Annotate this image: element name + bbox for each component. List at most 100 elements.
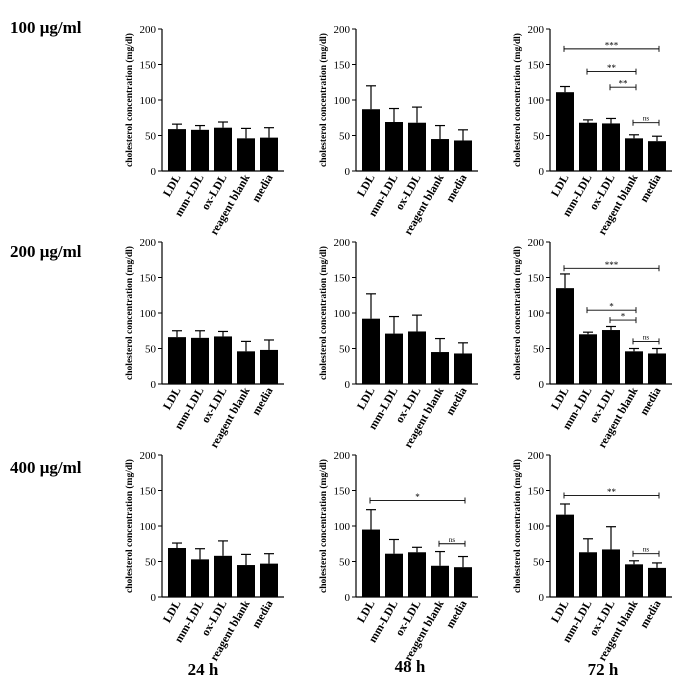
significance-label: ns	[643, 115, 650, 123]
significance-label: ns	[449, 536, 456, 544]
y-axis-label: cholesterol concentration (mg/dl)	[318, 459, 329, 593]
bar	[602, 549, 620, 597]
y-tick-label: 100	[140, 95, 157, 107]
bar	[602, 123, 620, 171]
y-axis-label: cholesterol concentration (mg/dl)	[318, 246, 329, 380]
significance-label: **	[607, 63, 617, 73]
x-tick-label: media	[638, 598, 664, 630]
row-label-100: 100 μg/ml	[10, 18, 82, 37]
y-tick-label: 100	[140, 521, 157, 533]
bar	[579, 552, 597, 597]
row-label-400: 400 μg/ml	[10, 458, 82, 477]
bar	[408, 331, 426, 384]
bar	[431, 139, 449, 171]
bar	[431, 352, 449, 384]
bar	[260, 563, 278, 597]
bar	[168, 548, 186, 597]
bar	[168, 129, 186, 171]
y-tick-label: 0	[151, 379, 157, 391]
bar	[454, 567, 472, 597]
bar	[625, 351, 643, 384]
y-tick-label: 0	[151, 592, 157, 604]
y-tick-label: 150	[528, 60, 545, 72]
significance-label: *	[415, 492, 420, 502]
y-tick-label: 0	[539, 592, 545, 604]
y-tick-label: 150	[140, 486, 157, 498]
bar	[191, 337, 209, 384]
y-tick-label: 200	[140, 450, 157, 462]
bar	[385, 122, 403, 171]
y-tick-label: 150	[140, 60, 157, 72]
bar	[260, 137, 278, 171]
bar	[454, 140, 472, 171]
row-label-200: 200 μg/ml	[10, 242, 82, 261]
significance-label: ns	[643, 333, 650, 341]
y-tick-label: 50	[533, 557, 545, 569]
y-axis-label: cholesterol concentration (mg/dl)	[124, 459, 135, 593]
y-tick-label: 200	[528, 237, 545, 249]
bar	[648, 141, 666, 171]
y-tick-label: 100	[140, 308, 157, 320]
significance-label: ***	[605, 40, 619, 50]
y-tick-label: 100	[334, 308, 351, 320]
col-label-72h: 72 h	[587, 660, 619, 679]
x-tick-label: LDL	[549, 598, 571, 625]
y-axis-label: cholesterol concentration (mg/dl)	[512, 33, 523, 167]
significance-label: *	[621, 312, 626, 322]
y-tick-label: 200	[528, 450, 545, 462]
y-tick-label: 50	[533, 344, 545, 356]
y-tick-label: 50	[533, 131, 545, 143]
y-tick-label: 100	[528, 521, 545, 533]
bar	[625, 138, 643, 171]
y-tick-label: 0	[151, 166, 157, 178]
y-tick-label: 100	[528, 308, 545, 320]
bar	[579, 334, 597, 384]
bar	[191, 129, 209, 171]
y-tick-label: 100	[334, 95, 351, 107]
bar	[237, 565, 255, 597]
col-label-24h: 24 h	[187, 660, 219, 679]
y-axis-label: cholesterol concentration (mg/dl)	[512, 246, 523, 380]
bar	[648, 567, 666, 597]
bar	[454, 353, 472, 384]
y-tick-label: 0	[345, 592, 351, 604]
col-label-48h: 48 h	[394, 657, 426, 676]
y-tick-label: 150	[334, 60, 351, 72]
bar	[602, 330, 620, 384]
y-tick-label: 150	[528, 486, 545, 498]
significance-label: **	[607, 487, 617, 497]
bar	[362, 318, 380, 384]
y-tick-label: 200	[140, 237, 157, 249]
bar	[385, 333, 403, 384]
bar	[237, 351, 255, 384]
y-tick-label: 200	[140, 24, 157, 36]
y-tick-label: 50	[145, 131, 157, 143]
y-tick-label: 200	[334, 237, 351, 249]
significance-label: **	[619, 79, 629, 89]
bar	[556, 514, 574, 597]
y-tick-label: 50	[145, 344, 157, 356]
y-tick-label: 150	[528, 273, 545, 285]
bar	[579, 122, 597, 171]
y-tick-label: 150	[140, 273, 157, 285]
y-tick-label: 100	[528, 95, 545, 107]
y-tick-label: 50	[339, 344, 351, 356]
bar	[385, 553, 403, 597]
y-tick-label: 0	[539, 166, 545, 178]
y-tick-label: 200	[334, 450, 351, 462]
y-tick-label: 50	[339, 131, 351, 143]
significance-label: ***	[605, 260, 619, 270]
y-tick-label: 0	[345, 166, 351, 178]
y-tick-label: 200	[334, 24, 351, 36]
y-tick-label: 0	[345, 379, 351, 391]
significance-label: ns	[643, 546, 650, 554]
bar	[556, 92, 574, 171]
